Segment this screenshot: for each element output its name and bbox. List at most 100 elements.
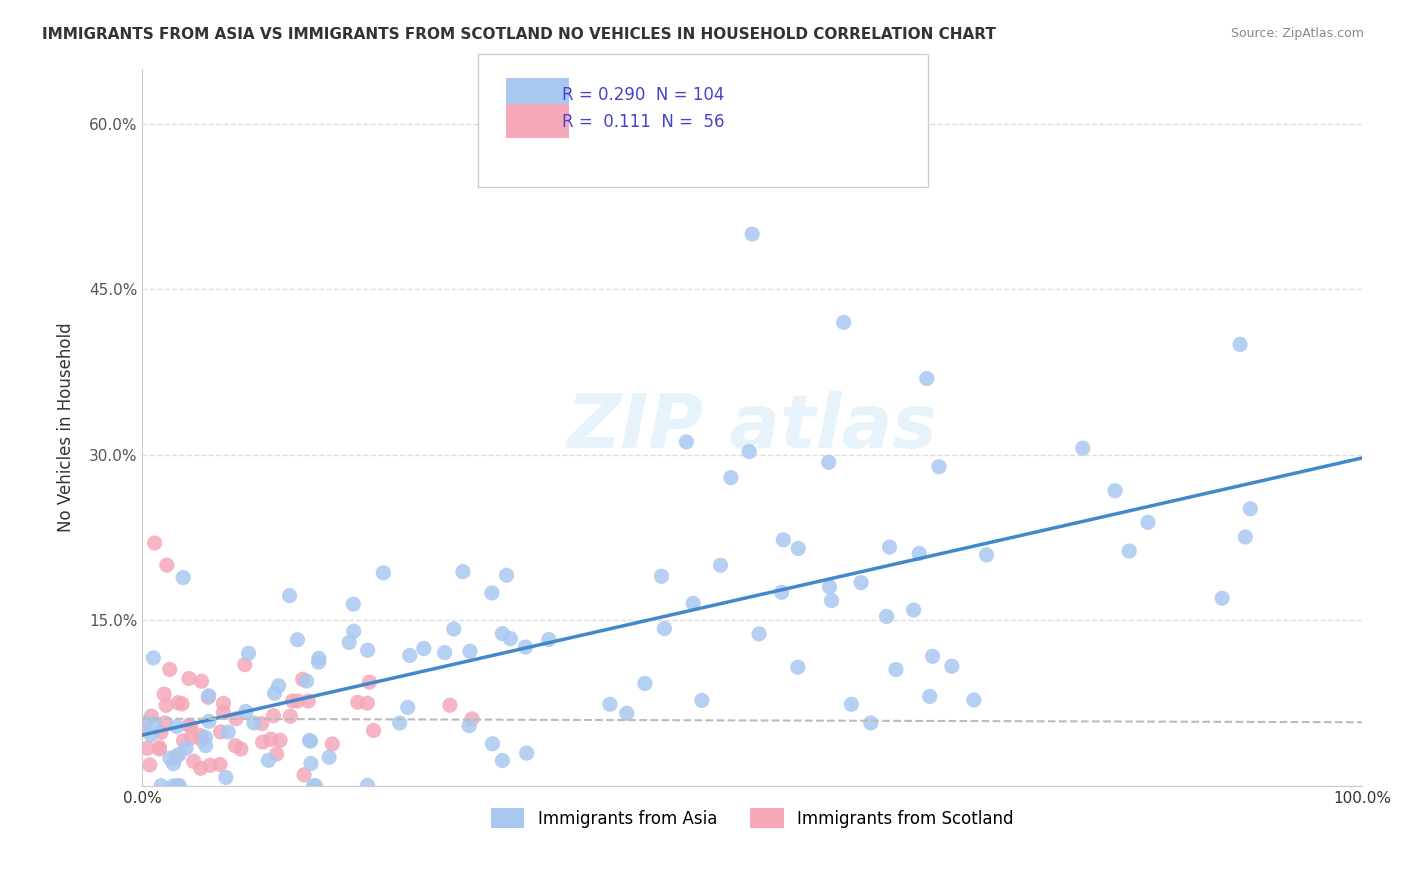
Point [139,728,162,742]
Point [1234,530,1257,544]
Point [252,735,274,749]
Point [439,698,461,713]
Point [269,733,291,747]
Point [720,470,742,484]
Point [292,768,315,782]
Point [291,672,314,686]
Point [346,695,368,709]
Point [308,651,330,665]
Point [481,737,503,751]
Point [388,715,411,730]
Point [491,754,513,768]
Point [1229,337,1251,351]
Point [243,715,266,730]
Point [298,733,321,747]
Point [197,690,219,705]
Point [198,714,221,729]
Y-axis label: No Vehicles in Household: No Vehicles in Household [58,322,75,532]
Point [156,558,179,573]
Point [173,733,195,747]
Point [481,586,503,600]
Point [682,596,704,610]
Point [690,693,713,707]
Point [976,548,998,562]
Point [356,696,378,710]
Point [295,673,318,688]
Point [194,739,217,753]
Point [458,644,481,658]
Point [451,565,474,579]
Point [153,687,176,701]
Point [155,698,177,713]
Point [675,434,697,449]
Point [166,719,188,733]
Point [278,709,301,723]
Point [738,444,761,458]
Point [321,737,343,751]
Point [363,723,385,738]
Point [162,756,184,771]
Point [1211,591,1233,606]
Point [209,725,232,739]
Point [903,603,925,617]
Point [337,635,360,649]
Text: R = 0.290  N = 104: R = 0.290 N = 104 [562,87,724,104]
Point [166,779,188,793]
Point [287,632,309,647]
Point [148,740,170,755]
Point [318,750,340,764]
Point [212,697,235,711]
Point [235,705,257,719]
Point [132,723,155,737]
Point [162,779,184,793]
Point [172,570,194,584]
Point [177,718,200,732]
Point [709,558,731,573]
Point [1104,483,1126,498]
Point [841,698,863,712]
Point [915,371,938,385]
Point [1118,544,1140,558]
Point [818,580,841,594]
Point [217,725,239,739]
Point [159,663,181,677]
Point [141,709,163,723]
Point [135,715,157,730]
Point [198,758,221,772]
Point [356,779,378,793]
Point [169,779,191,793]
Point [167,747,190,762]
Point [281,694,304,708]
Point [963,693,986,707]
Point [849,575,872,590]
Point [918,690,941,704]
Point [786,660,808,674]
Point [859,716,882,731]
Point [879,540,901,554]
Point [238,646,260,660]
Point [537,632,560,647]
Text: Source: ZipAtlas.com: Source: ZipAtlas.com [1230,27,1364,40]
Point [1071,441,1094,455]
Point [263,686,285,700]
Point [190,674,212,689]
Point [412,641,434,656]
Point [884,663,907,677]
Text: R =  0.111  N =  56: R = 0.111 N = 56 [562,113,725,131]
Point [748,627,770,641]
Point [495,568,517,582]
Point [499,632,522,646]
Point [262,708,284,723]
Point [357,643,380,657]
Point [634,676,657,690]
Legend: Immigrants from Asia, Immigrants from Scotland: Immigrants from Asia, Immigrants from Sc… [484,801,1021,835]
Point [832,315,855,329]
Point [148,742,170,756]
Point [260,732,283,747]
Point [212,706,235,720]
Point [172,697,194,711]
Point [443,622,465,636]
Point [876,609,898,624]
Point [139,757,162,772]
Point [167,696,190,710]
